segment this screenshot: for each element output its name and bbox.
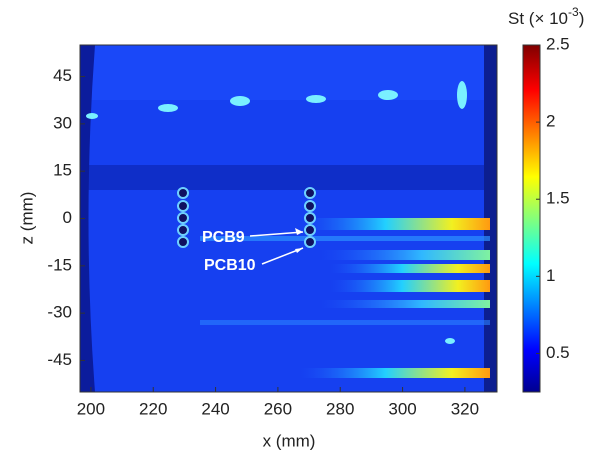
annotation-arrowhead	[295, 248, 303, 253]
x-tick-label: 220	[139, 399, 167, 418]
annotation-arrow	[249, 231, 304, 237]
x-tick-label: 200	[77, 399, 105, 418]
colorbar-exponent: -3	[568, 5, 579, 19]
annotation-arrowhead	[295, 228, 303, 235]
annotation: PCB9	[202, 229, 245, 246]
colorbar-tick-label: 1.5	[546, 189, 570, 208]
y-tick-label: 0	[63, 208, 72, 227]
colorbar-label-text: St (× 10	[508, 9, 568, 28]
x-tick-label: 320	[451, 399, 479, 418]
colorbar-label: St (× 10-3)	[508, 5, 584, 28]
colorbar-label-close: )	[579, 9, 585, 28]
colorbar-tick-label: 2	[546, 112, 555, 131]
colorbar-tick-label: 1	[546, 266, 555, 285]
colorbar-tick-label: 2.5	[546, 34, 570, 53]
y-tick-label: 15	[53, 161, 72, 180]
heatmap-image	[80, 45, 497, 392]
colorbar	[522, 44, 541, 393]
x-tick-label: 280	[326, 399, 354, 418]
x-tick-label: 240	[201, 399, 229, 418]
annotation: PCB10	[204, 257, 256, 274]
y-tick-label: 45	[53, 66, 72, 85]
y-tick-label: 30	[53, 113, 72, 132]
colorbar-tick-label: 0.5	[546, 343, 570, 362]
y-tick-label: -30	[47, 303, 72, 322]
x-tick-label: 300	[388, 399, 416, 418]
y-tick-label: -15	[47, 255, 72, 274]
y-tick-label: -45	[47, 350, 72, 369]
x-tick-label: 260	[264, 399, 292, 418]
y-axis-label: z (mm)	[17, 192, 36, 245]
x-axis-label: x (mm)	[263, 431, 316, 450]
